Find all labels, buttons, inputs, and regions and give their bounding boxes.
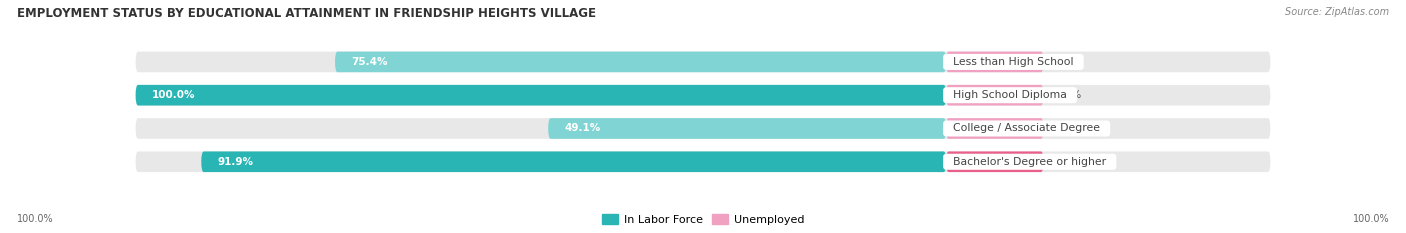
Text: 100.0%: 100.0% <box>1353 214 1389 224</box>
FancyBboxPatch shape <box>135 151 1271 172</box>
Text: High School Diploma: High School Diploma <box>946 90 1074 100</box>
Legend: In Labor Force, Unemployed: In Labor Force, Unemployed <box>598 210 808 229</box>
FancyBboxPatch shape <box>135 118 1271 139</box>
FancyBboxPatch shape <box>335 51 946 72</box>
FancyBboxPatch shape <box>135 85 1271 106</box>
Text: Bachelor's Degree or higher: Bachelor's Degree or higher <box>946 157 1114 167</box>
FancyBboxPatch shape <box>946 151 1043 172</box>
Text: 0.0%: 0.0% <box>1056 57 1081 67</box>
Text: 0.9%: 0.9% <box>1056 157 1083 167</box>
FancyBboxPatch shape <box>135 85 946 106</box>
Text: Less than High School: Less than High School <box>946 57 1081 67</box>
FancyBboxPatch shape <box>548 118 946 139</box>
Text: 49.1%: 49.1% <box>564 123 600 134</box>
Text: 0.0%: 0.0% <box>1056 123 1081 134</box>
Text: College / Associate Degree: College / Associate Degree <box>946 123 1107 134</box>
Text: 100.0%: 100.0% <box>17 214 53 224</box>
FancyBboxPatch shape <box>201 151 946 172</box>
FancyBboxPatch shape <box>946 51 1043 72</box>
Text: EMPLOYMENT STATUS BY EDUCATIONAL ATTAINMENT IN FRIENDSHIP HEIGHTS VILLAGE: EMPLOYMENT STATUS BY EDUCATIONAL ATTAINM… <box>17 7 596 20</box>
Text: Source: ZipAtlas.com: Source: ZipAtlas.com <box>1285 7 1389 17</box>
Text: 91.9%: 91.9% <box>218 157 253 167</box>
FancyBboxPatch shape <box>946 118 1043 139</box>
Text: 0.0%: 0.0% <box>1056 90 1081 100</box>
FancyBboxPatch shape <box>135 51 1271 72</box>
Text: 100.0%: 100.0% <box>152 90 195 100</box>
Text: 75.4%: 75.4% <box>352 57 388 67</box>
FancyBboxPatch shape <box>946 85 1043 106</box>
